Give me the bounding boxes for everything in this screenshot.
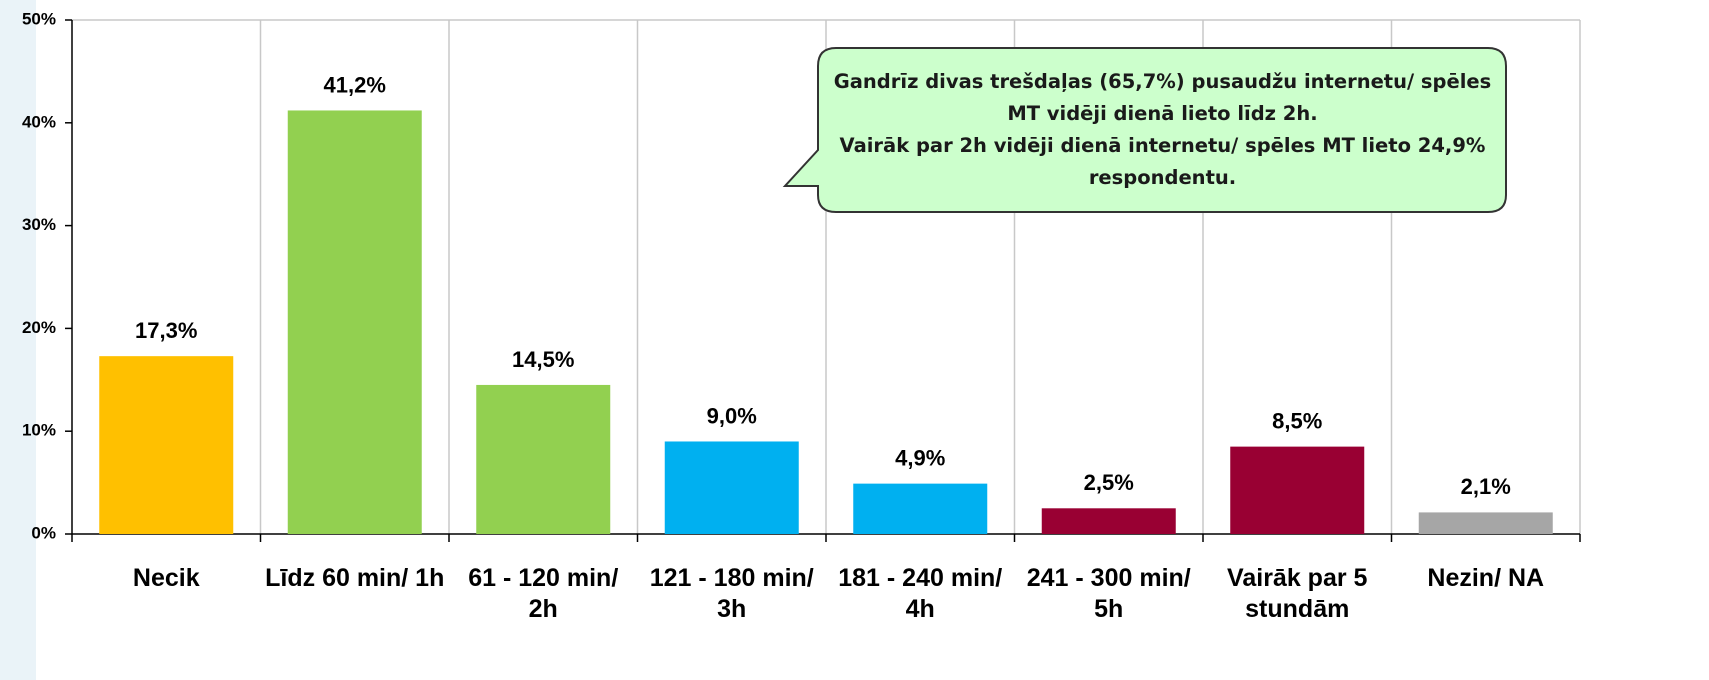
value-label: 2,1% bbox=[1461, 474, 1511, 499]
bar bbox=[853, 483, 988, 534]
value-label: 17,3% bbox=[135, 318, 197, 343]
value-label: 9,0% bbox=[707, 403, 757, 428]
x-tick-label: Nezin/ NA bbox=[1427, 564, 1545, 592]
y-tick-label: 50% bbox=[22, 9, 56, 28]
annotation-line: Vairāk par 2h vidēji dienā internetu/ sp… bbox=[839, 134, 1486, 189]
bar bbox=[664, 441, 799, 534]
bar bbox=[287, 110, 422, 535]
x-tick-label: 121 - 180 min/ 3h bbox=[649, 564, 814, 623]
value-label: 4,9% bbox=[895, 445, 945, 470]
bar bbox=[99, 356, 234, 534]
y-tick-label: 20% bbox=[22, 318, 56, 337]
bar bbox=[1041, 508, 1176, 534]
bar bbox=[476, 384, 611, 534]
annotation: Gandrīz divas trešdaļas (65,7%) pusaudžu… bbox=[830, 66, 1495, 194]
value-label: 2,5% bbox=[1084, 470, 1134, 495]
x-tick-label: 61 - 120 min/ 2h bbox=[468, 564, 619, 623]
decor bbox=[0, 0, 36, 680]
x-tick-label: Necik bbox=[132, 564, 200, 592]
bar bbox=[1418, 512, 1553, 534]
x-tick-label: Līdz 60 min/ 1h bbox=[265, 564, 445, 592]
y-tick-label: 10% bbox=[22, 421, 56, 440]
bar bbox=[1230, 446, 1365, 534]
annotation-line: Gandrīz divas trešdaļas (65,7%) pusaudžu… bbox=[833, 70, 1492, 125]
y-tick-label: 30% bbox=[22, 215, 56, 234]
x-tick-label: Vairāk par 5 stundām bbox=[1227, 564, 1368, 623]
value-label: 8,5% bbox=[1272, 408, 1322, 433]
value-label: 41,2% bbox=[324, 72, 386, 97]
y-tick-label: 40% bbox=[22, 112, 56, 131]
x-tick-label: 181 - 240 min/ 4h bbox=[838, 564, 1003, 623]
callout bbox=[782, 47, 1507, 213]
y-tick-label: 0% bbox=[31, 523, 56, 542]
value-label: 14,5% bbox=[512, 347, 574, 372]
x-tick-label: 241 - 300 min/ 5h bbox=[1026, 564, 1191, 623]
